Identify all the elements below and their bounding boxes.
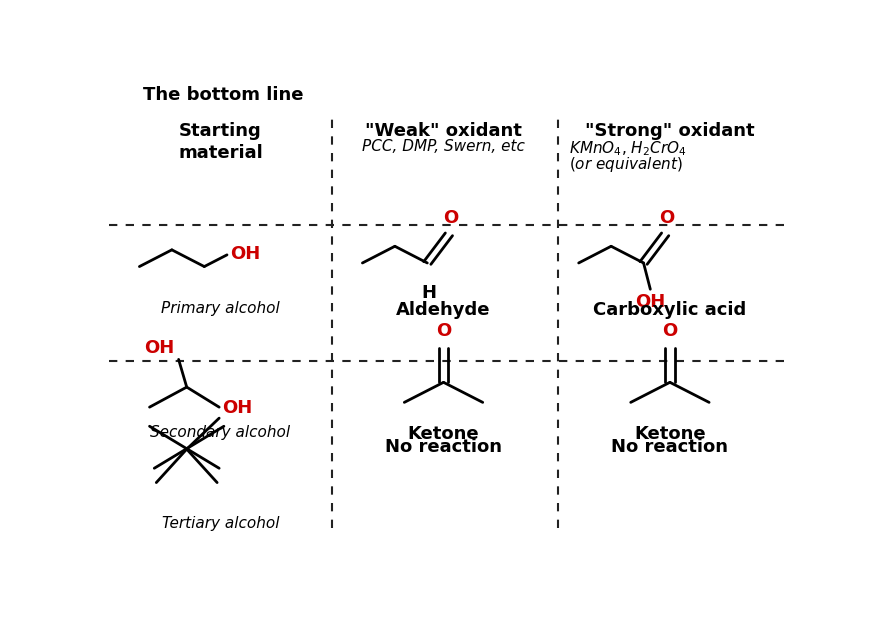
Text: $\it{KMnO_4}$, $\it{H_2CrO_4}$: $\it{KMnO_4}$, $\it{H_2CrO_4}$ <box>569 139 686 157</box>
Text: OH: OH <box>222 399 253 417</box>
Text: O: O <box>663 322 678 340</box>
Text: No reaction: No reaction <box>611 438 728 456</box>
Text: PCC, DMP, Swern, etc: PCC, DMP, Swern, etc <box>362 139 525 154</box>
Text: Secondary alcohol: Secondary alcohol <box>151 425 290 440</box>
Text: Ketone: Ketone <box>408 425 480 443</box>
Text: OH: OH <box>144 339 174 357</box>
Text: O: O <box>443 209 459 227</box>
Text: H: H <box>421 285 436 303</box>
Text: "Strong" oxidant: "Strong" oxidant <box>585 122 755 140</box>
Text: Tertiary alcohol: Tertiary alcohol <box>162 516 279 531</box>
Text: Ketone: Ketone <box>634 425 705 443</box>
Text: OH: OH <box>635 293 665 311</box>
Text: Primary alcohol: Primary alcohol <box>161 301 280 316</box>
Text: No reaction: No reaction <box>385 438 502 456</box>
Text: Starting
material: Starting material <box>178 122 262 162</box>
Text: O: O <box>659 209 675 227</box>
Text: The bottom line: The bottom line <box>143 86 303 104</box>
Text: OH: OH <box>230 245 261 263</box>
Text: "Weak" oxidant: "Weak" oxidant <box>365 122 522 140</box>
Text: Carboxylic acid: Carboxylic acid <box>593 301 746 319</box>
Text: $\it{(or\ equivalent)}$: $\it{(or\ equivalent)}$ <box>569 154 682 174</box>
Text: Aldehyde: Aldehyde <box>396 301 491 319</box>
Text: O: O <box>436 322 451 340</box>
